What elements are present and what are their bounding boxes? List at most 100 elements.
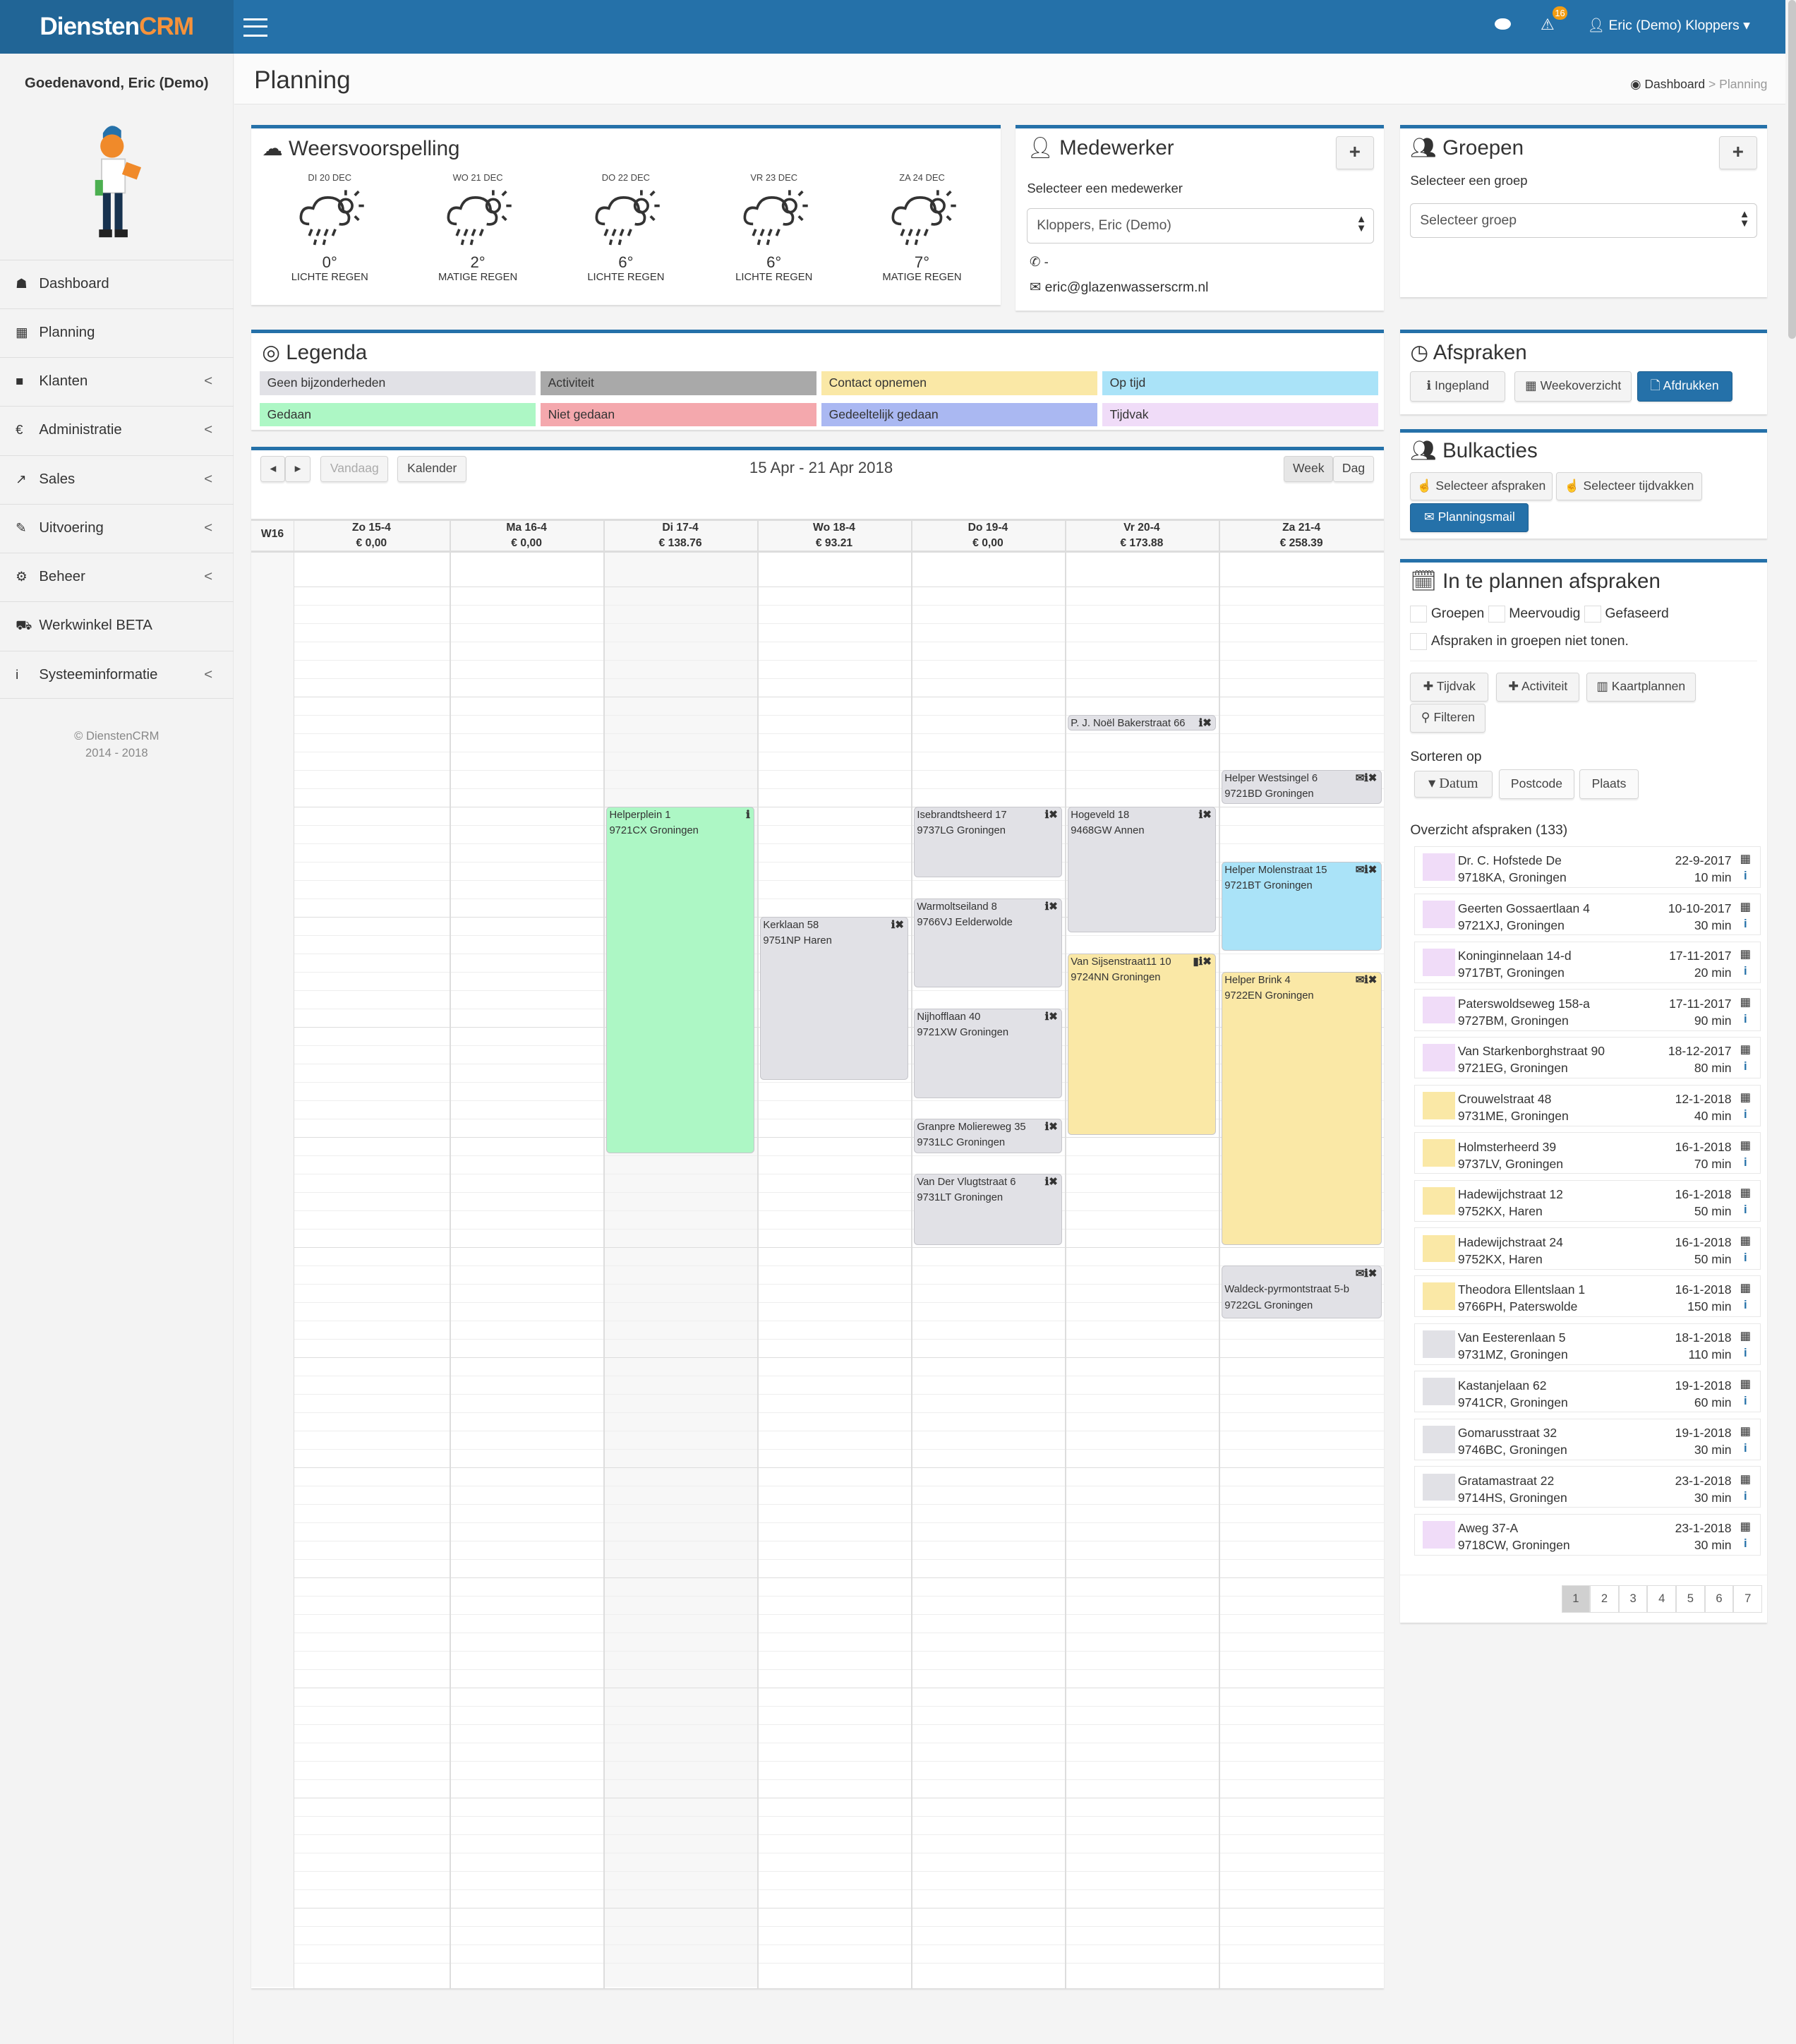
time-row[interactable]: [251, 1724, 1385, 1743]
time-row[interactable]: [251, 862, 1385, 880]
info-icon[interactable]: i: [1744, 1011, 1747, 1026]
multiple-checkbox[interactable]: [1488, 606, 1505, 623]
appointment-actions-icon[interactable]: ▮ℹ✖: [1193, 956, 1212, 968]
time-row[interactable]: [251, 1137, 1385, 1155]
page-1-button[interactable]: 1: [1561, 1585, 1591, 1613]
appointment[interactable]: ℹ✖ P. J. Noël Bakerstraat 66: [1067, 715, 1217, 731]
time-row[interactable]: [251, 1247, 1385, 1266]
time-row[interactable]: [251, 1614, 1385, 1633]
time-row[interactable]: [251, 1761, 1385, 1779]
time-row[interactable]: [251, 1798, 1385, 1816]
info-icon[interactable]: i: [1744, 964, 1747, 978]
time-row[interactable]: [251, 752, 1385, 770]
time-row[interactable]: [251, 1394, 1385, 1412]
sidebar-item-administratie[interactable]: € Administratie <: [0, 406, 234, 454]
info-icon[interactable]: i: [1744, 1203, 1747, 1217]
appointment-actions-icon[interactable]: ✉ℹ✖: [1355, 1268, 1378, 1280]
todo-list-item[interactable]: Hadewijchstraat 24 9752KX, Haren 16-1-2018…: [1414, 1227, 1761, 1270]
day-header[interactable]: Ma 16-4 € 0,00: [450, 519, 603, 553]
day-header[interactable]: Wo 18-4 € 93.21: [757, 519, 911, 553]
time-row[interactable]: [251, 1155, 1385, 1174]
appointment[interactable]: ✉ℹ✖ Helper Brink 4 9722EN Groningen: [1221, 972, 1382, 1245]
print-button[interactable]: 🗋︎ Afdrukken: [1637, 371, 1732, 402]
time-row[interactable]: [251, 642, 1385, 660]
prev-week-button[interactable]: ◂: [260, 456, 286, 483]
info-icon[interactable]: i: [1744, 916, 1747, 930]
time-row[interactable]: [251, 605, 1385, 623]
time-row[interactable]: [251, 1522, 1385, 1541]
page-5-button[interactable]: 5: [1676, 1585, 1705, 1613]
todo-list-item[interactable]: Koninginnelaan 14-d 9717BT, Groningen 17-1…: [1414, 941, 1761, 983]
email-value[interactable]: eric@glazenwasserscrm.nl: [1044, 279, 1209, 295]
todo-list-item[interactable]: Holmsterheerd 39 9737LV, Groningen 16-1-20…: [1414, 1132, 1761, 1174]
info-icon[interactable]: i: [1744, 1441, 1747, 1455]
info-icon[interactable]: i: [1744, 1298, 1747, 1312]
time-row[interactable]: [251, 623, 1385, 642]
add-employee-button[interactable]: +: [1336, 136, 1374, 169]
time-row[interactable]: [251, 880, 1385, 898]
time-row[interactable]: [251, 1706, 1385, 1724]
calendar-icon[interactable]: ▦: [1740, 1233, 1752, 1247]
time-row[interactable]: [251, 1100, 1385, 1119]
appointment-actions-icon[interactable]: ✉ℹ✖: [1355, 865, 1378, 877]
time-row[interactable]: [251, 1596, 1385, 1614]
hide-groups-checkbox[interactable]: [1410, 633, 1428, 651]
todo-list-item[interactable]: Hadewijchstraat 12 9752KX, Haren 16-1-2018…: [1414, 1179, 1761, 1222]
info-icon[interactable]: i: [1744, 1345, 1747, 1359]
time-row[interactable]: [251, 1816, 1385, 1834]
appointment-actions-icon[interactable]: ✉ℹ✖: [1355, 975, 1378, 987]
appointment[interactable]: ℹ✖ Granpre Moliereweg 35 9731LC Groningen: [913, 1119, 1063, 1153]
todo-list-item[interactable]: Dr. C. Hofstede De 9718KA, Groningen 22-9-…: [1414, 846, 1761, 888]
time-row[interactable]: [251, 1449, 1385, 1467]
appointment-actions-icon[interactable]: ℹ✖: [1044, 901, 1058, 913]
time-row[interactable]: [251, 1889, 1385, 1908]
sort-date-button[interactable]: ▾ Datum: [1414, 770, 1493, 798]
todo-list-item[interactable]: Paterswoldseweg 158-a 9727BM, Groningen 17…: [1414, 989, 1761, 1031]
time-row[interactable]: [251, 1266, 1385, 1284]
time-row[interactable]: [251, 1504, 1385, 1522]
appointment-actions-icon[interactable]: ✉ℹ✖: [1355, 773, 1378, 785]
time-row[interactable]: [251, 1908, 1385, 1926]
group-select[interactable]: Selecteer groep ▲ ▼: [1410, 203, 1757, 239]
time-row[interactable]: [251, 807, 1385, 825]
time-row[interactable]: [251, 1302, 1385, 1321]
groups-checkbox[interactable]: [1410, 606, 1428, 623]
hamburger-menu-icon[interactable]: [243, 18, 267, 37]
day-header[interactable]: Do 19-4 € 0,00: [911, 519, 1065, 553]
page-7-button[interactable]: 7: [1733, 1585, 1762, 1613]
appointment-actions-icon[interactable]: ℹ✖: [1198, 718, 1212, 730]
map-planning-button[interactable]: ▥ Kaartplannen: [1586, 673, 1696, 702]
time-row[interactable]: [251, 1376, 1385, 1394]
time-row[interactable]: [251, 1743, 1385, 1761]
time-row[interactable]: [251, 1431, 1385, 1449]
time-row[interactable]: [251, 1229, 1385, 1247]
calendar-icon[interactable]: ▦: [1740, 947, 1752, 961]
appointment[interactable]: ℹ✖ Kerklaan 58 9751NP Haren: [759, 917, 909, 1080]
appointment[interactable]: ℹ✖ Van Der Vlugtstraat 6 9731LT Groningen: [913, 1174, 1063, 1245]
phased-checkbox[interactable]: [1584, 606, 1601, 623]
info-icon[interactable]: i: [1744, 1537, 1747, 1551]
time-row[interactable]: [251, 1926, 1385, 1944]
time-row[interactable]: [251, 1559, 1385, 1577]
time-row[interactable]: [251, 1486, 1385, 1504]
time-row[interactable]: [251, 1412, 1385, 1431]
todo-list-item[interactable]: Gratamastraat 22 9714HS, Groningen 23-1-20…: [1414, 1466, 1761, 1508]
add-group-button[interactable]: +: [1719, 136, 1757, 169]
time-row[interactable]: [251, 715, 1385, 733]
appointment-actions-icon[interactable]: ℹ✖: [891, 920, 904, 932]
calendar-icon[interactable]: ▦: [1740, 1376, 1752, 1390]
appointment[interactable]: ℹ✖ Isebrandtsheerd 17 9737LG Groningen: [913, 807, 1063, 878]
planning-mail-button[interactable]: ✉ Planningsmail: [1410, 503, 1529, 532]
time-row[interactable]: [251, 1669, 1385, 1688]
appointment[interactable]: ✉ℹ✖ Waldeck-pyrmontstraat 5-b 9722GL Groni…: [1221, 1266, 1382, 1318]
sidebar-item-planning[interactable]: ▦ Planning: [0, 308, 234, 356]
time-row[interactable]: [251, 1357, 1385, 1376]
select-timeslots-button[interactable]: ☝ Selecteer tijdvakken: [1556, 471, 1703, 501]
calendar-icon[interactable]: ▦: [1740, 852, 1752, 865]
info-icon[interactable]: i: [1744, 1059, 1747, 1074]
sidebar-item-werkwinkel[interactable]: ⛟ Werkwinkel BETA: [0, 601, 234, 649]
info-icon[interactable]: i: [1744, 1489, 1747, 1503]
calendar-icon[interactable]: ▦: [1740, 1090, 1752, 1104]
add-timeslot-button[interactable]: ✚ Tijdvak: [1410, 673, 1489, 702]
calendar-icon[interactable]: ▦: [1740, 1138, 1752, 1152]
